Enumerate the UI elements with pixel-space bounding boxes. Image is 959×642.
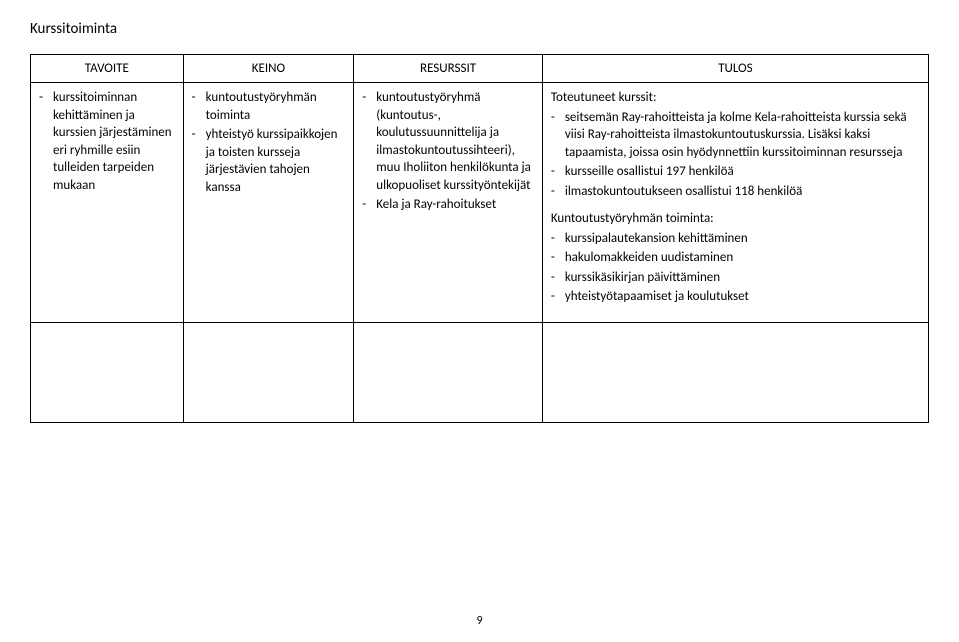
tulos-item: ilmastokuntoutukseen osallistui 118 henk… [551, 183, 920, 201]
tavoite-item: kurssitoiminnan kehittäminen ja kurssien… [39, 89, 175, 194]
tulos-kuntoutus-label: Kuntoutustyöryhmän toiminta: [551, 210, 920, 228]
keino-item: kuntoutustyöryhmän toiminta [192, 89, 346, 124]
tulos-item: kursseille osallistui 197 henkilöä [551, 163, 920, 181]
page-number: 9 [0, 614, 959, 628]
header-resurssit: RESURSSIT [354, 55, 543, 83]
resurssit-item: Kela ja Ray-rahoitukset [362, 196, 534, 214]
cell-resurssit: kuntoutustyöryhmä (kuntoutus-, koulutuss… [354, 83, 543, 323]
page-title: Kurssitoiminta [30, 20, 929, 38]
empty-cell [31, 323, 184, 423]
empty-cell [183, 323, 354, 423]
tulos-toteutuneet-label: Toteutuneet kurssit: [551, 89, 920, 107]
resurssit-item: kuntoutustyöryhmä (kuntoutus-, koulutuss… [362, 89, 534, 194]
header-keino: KEINO [183, 55, 354, 83]
content-table: TAVOITE KEINO RESURSSIT TULOS kurssitoim… [30, 54, 929, 423]
tulos-item: kurssikäsikirjan päivittäminen [551, 269, 920, 287]
cell-tulos: Toteutuneet kurssit: seitsemän Ray-rahoi… [542, 83, 928, 323]
tulos-item: yhteistyötapaamiset ja koulutukset [551, 288, 920, 306]
empty-cell [354, 323, 543, 423]
cell-keino: kuntoutustyöryhmän toiminta yhteistyö ku… [183, 83, 354, 323]
tulos-item: hakulomakkeiden uudistaminen [551, 249, 920, 267]
cell-tavoite: kurssitoiminnan kehittäminen ja kurssien… [31, 83, 184, 323]
header-tavoite: TAVOITE [31, 55, 184, 83]
tulos-item: kurssipalautekansion kehittäminen [551, 230, 920, 248]
keino-item: yhteistyö kurssipaikkojen ja toisten kur… [192, 126, 346, 196]
tulos-item: seitsemän Ray-rahoitteista ja kolme Kela… [551, 109, 920, 162]
header-tulos: TULOS [542, 55, 928, 83]
empty-cell [542, 323, 928, 423]
